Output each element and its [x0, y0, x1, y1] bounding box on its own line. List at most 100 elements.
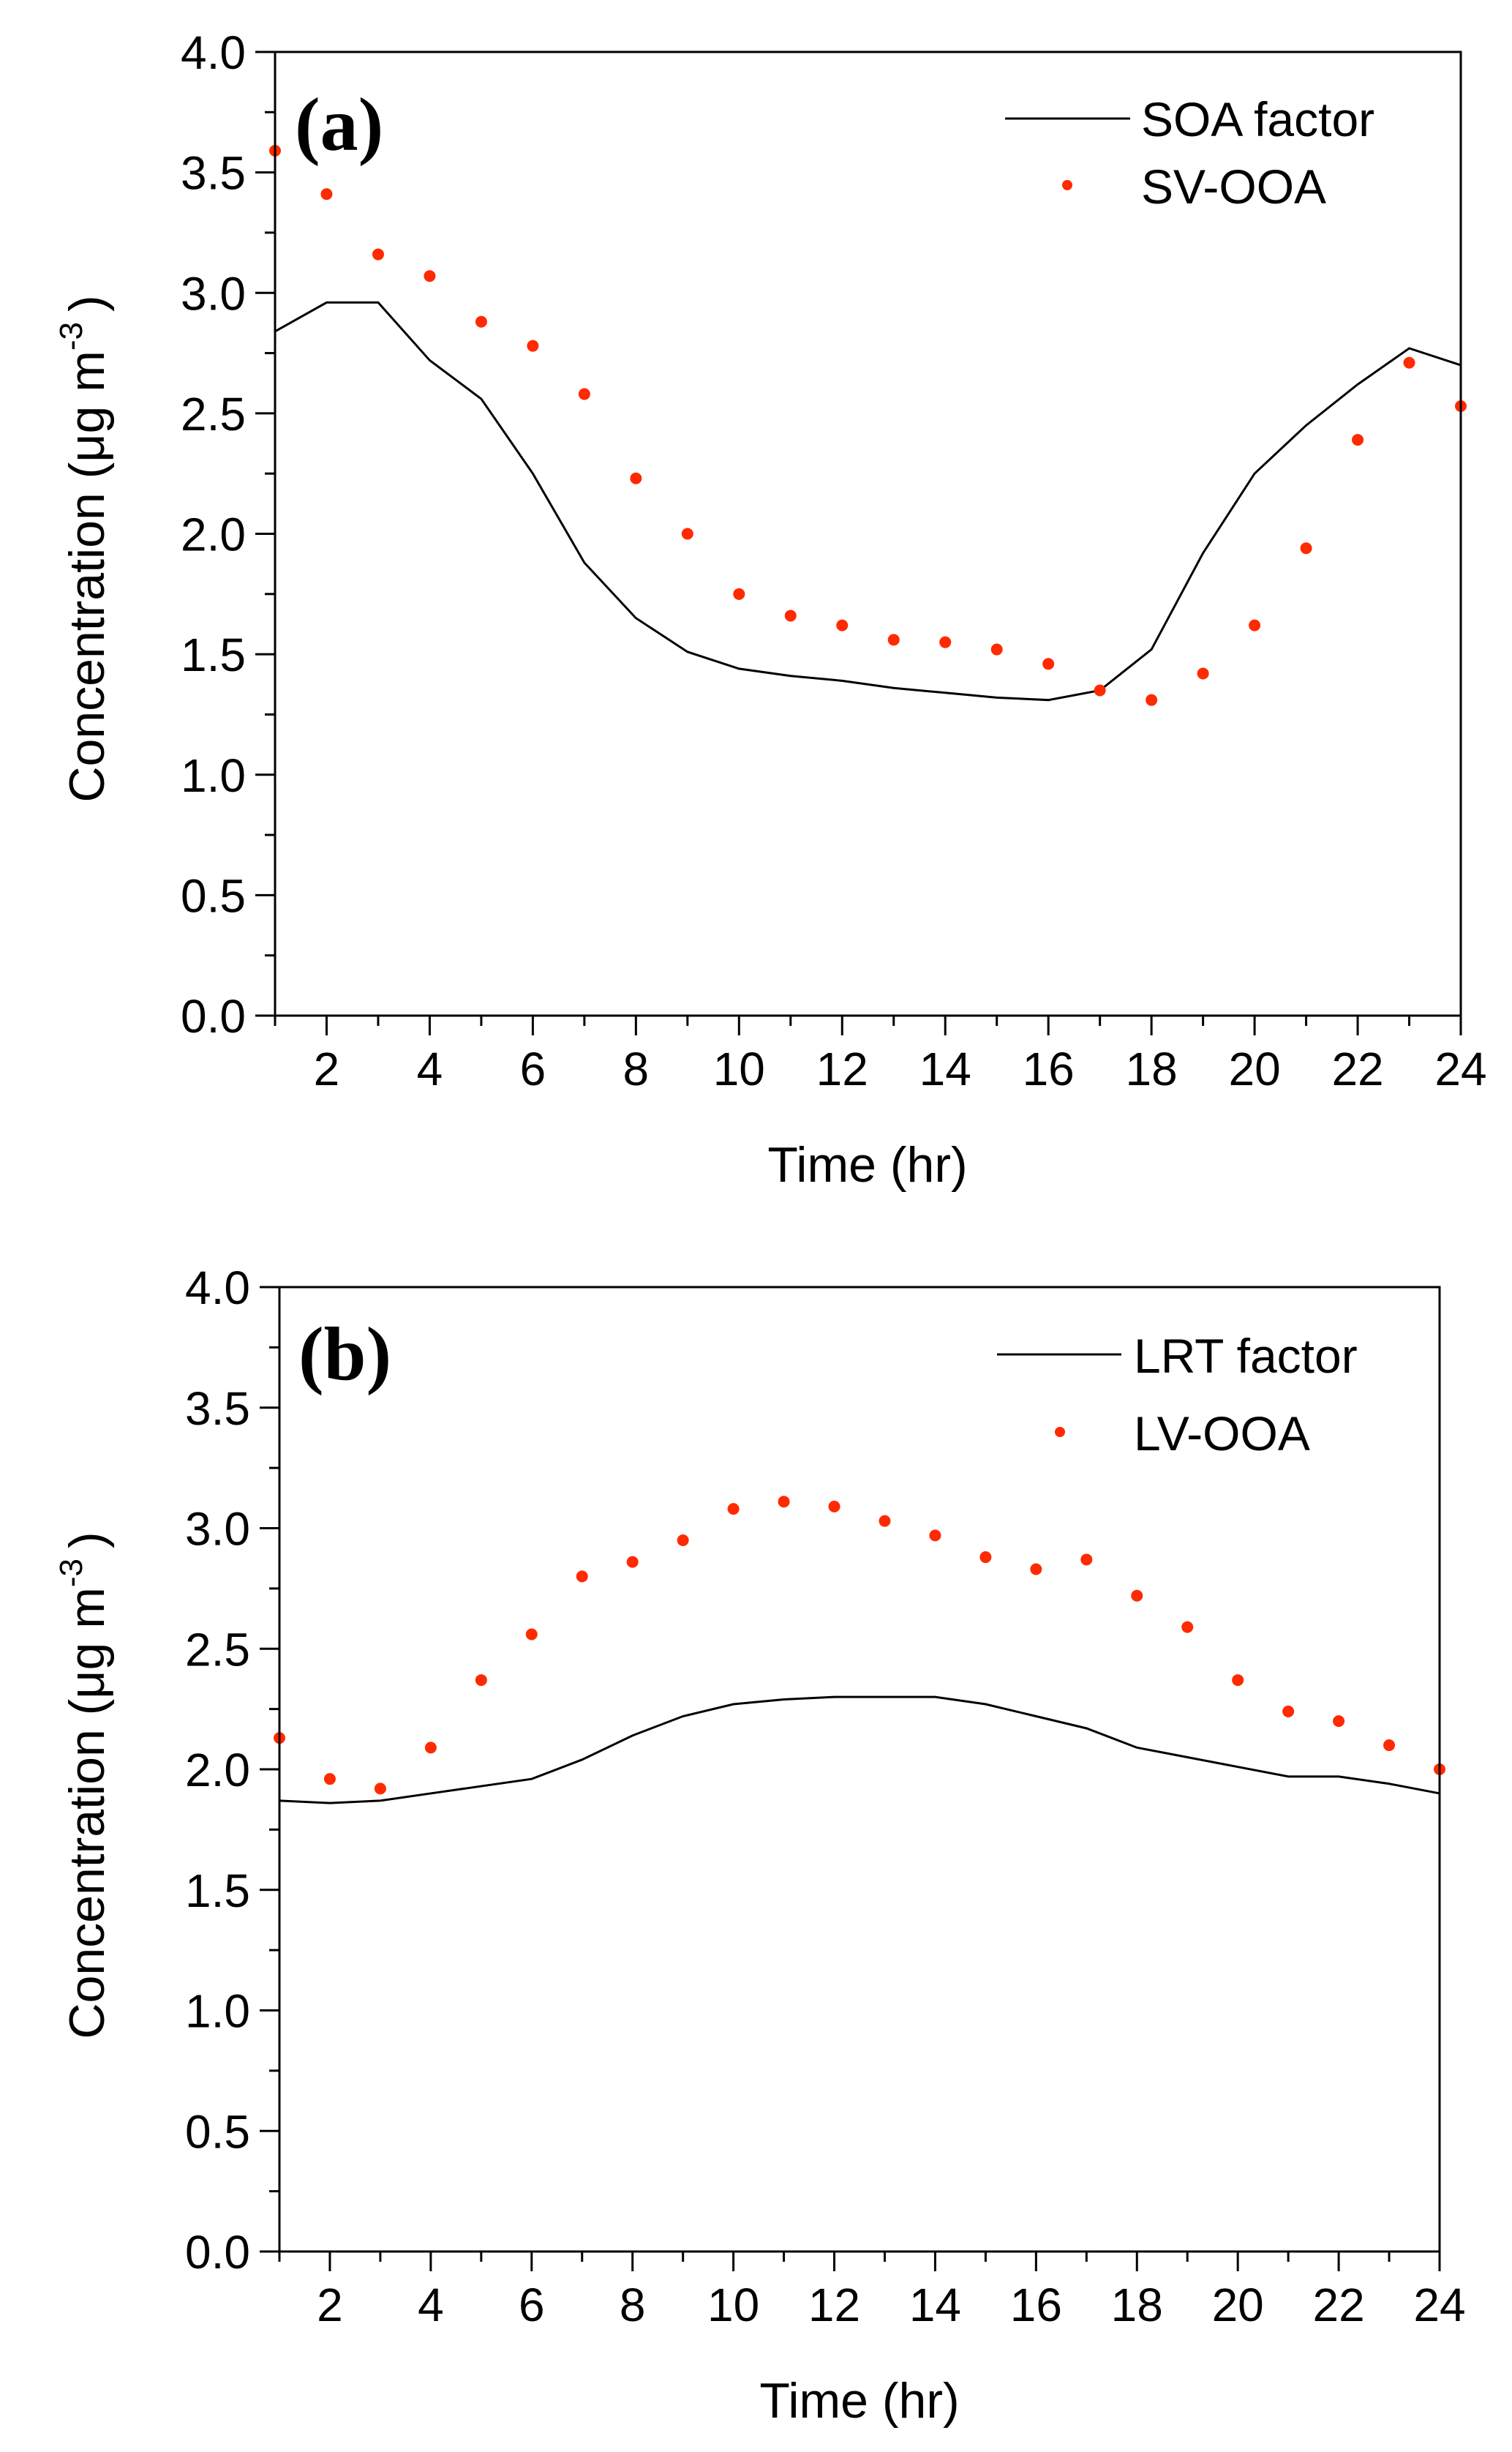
x-tick-label: 20	[1212, 2279, 1264, 2331]
data-point-lv-ooa	[1282, 1705, 1295, 1717]
panel-b: 2 4 6 8 10 12 14 16 18 20 22 240.00.51.01.52.02.53.…	[53, 1261, 1466, 2429]
y-tick-label: 2.5	[185, 1623, 250, 1676]
data-point-sv-ooa	[424, 270, 436, 282]
x-tick-label: 10	[713, 1043, 765, 1095]
data-point-sv-ooa	[1197, 667, 1209, 680]
y-tick-label: 3.5	[185, 1382, 250, 1435]
data-point-sv-ooa	[1249, 619, 1261, 631]
data-point-lv-ooa	[677, 1534, 689, 1546]
data-point-lv-ooa	[929, 1529, 941, 1542]
x-tick-label: 6	[519, 2279, 545, 2331]
x-tick-label: 22	[1312, 2279, 1364, 2331]
y-tick-label: 0.0	[185, 2226, 250, 2279]
panel-a-label: (a)	[295, 83, 383, 167]
legend-label-sv-ooa: SV-OOA	[1141, 160, 1326, 214]
data-point-sv-ooa	[990, 643, 1003, 656]
x-tick-label: 14	[919, 1043, 971, 1095]
y-tick-label: 2.0	[181, 509, 246, 561]
data-point-sv-ooa	[887, 634, 900, 646]
data-point-lv-ooa	[475, 1674, 487, 1687]
legend-label-lv-ooa: LV-OOA	[1134, 1406, 1310, 1461]
y-tick-label: 2.0	[185, 1744, 250, 1796]
data-point-sv-ooa	[372, 248, 384, 260]
data-point-lv-ooa	[525, 1628, 538, 1641]
y-axis-title-main: Concentration (μg m	[59, 1587, 115, 2039]
y-tick-label: 4.0	[185, 1261, 250, 1314]
data-point-lv-ooa	[879, 1515, 891, 1527]
data-point-lv-ooa	[1383, 1739, 1396, 1752]
x-tick-label: 4	[417, 1043, 443, 1095]
y-tick-label: 2.5	[181, 388, 246, 440]
y-tick-label: 1.0	[181, 749, 246, 802]
x-tick-label: 12	[816, 1043, 868, 1095]
x-tick-label: 22	[1331, 1043, 1383, 1095]
data-point-sv-ooa	[630, 472, 642, 484]
data-point-lv-ooa	[979, 1551, 992, 1564]
x-tick-label: 10	[707, 2279, 759, 2331]
panel-b-x-axis-title: Time (hr)	[759, 2373, 959, 2429]
x-tick-label: 20	[1228, 1043, 1280, 1095]
panel-b-y-axis-title: Concentration (μg m-3)	[53, 1531, 115, 2039]
x-tick-label: 24	[1434, 1043, 1486, 1095]
data-point-sv-ooa	[320, 188, 333, 200]
x-tick-label: 4	[418, 2279, 444, 2331]
panel-a-legend: SOA factor SV-OOA	[1005, 92, 1374, 214]
data-point-sv-ooa	[1146, 694, 1158, 706]
x-tick-label: 16	[1010, 2279, 1062, 2331]
data-point-sv-ooa	[784, 610, 797, 622]
data-point-lv-ooa	[424, 1741, 437, 1754]
legend-point-swatch	[1055, 1427, 1065, 1437]
y-tick-label: 3.5	[181, 147, 246, 200]
y-tick-label: 1.5	[185, 1864, 250, 1917]
data-point-sv-ooa	[527, 340, 539, 352]
x-tick-label: 16	[1023, 1043, 1075, 1095]
legend-label-soa-factor: SOA factor	[1141, 92, 1374, 146]
y-tick-label: 0.0	[181, 990, 246, 1043]
panel-a-y-axis-title: Concentration (μg m-3)	[53, 295, 115, 802]
y-tick-label: 3.0	[181, 267, 246, 320]
x-tick-label: 18	[1111, 2279, 1163, 2331]
data-point-lv-ooa	[828, 1500, 840, 1512]
y-tick-label: 0.5	[185, 2105, 250, 2158]
x-tick-label: 8	[620, 2279, 646, 2331]
x-tick-label: 8	[623, 1043, 650, 1095]
data-point-sv-ooa	[681, 528, 693, 540]
panel-b-marks	[274, 1496, 1445, 1804]
data-point-lv-ooa	[323, 1773, 336, 1785]
panel-b-ticks: 2 4 6 8 10 12 14 16 18 20 22 240.00.51.01.52.02.53.…	[185, 1261, 1466, 2331]
y-axis-title-sup: -3	[53, 1559, 89, 1587]
x-tick-label: 12	[808, 2279, 860, 2331]
y-tick-label: 3.0	[185, 1503, 250, 1556]
x-tick-label: 6	[520, 1043, 546, 1095]
panel-a-x-axis-title: Time (hr)	[767, 1137, 967, 1193]
data-point-sv-ooa	[578, 388, 590, 400]
data-point-sv-ooa	[1300, 542, 1312, 555]
y-tick-label: 1.5	[181, 629, 246, 681]
x-tick-label: 14	[909, 2279, 961, 2331]
y-tick-label: 0.5	[181, 869, 246, 922]
legend-point-swatch	[1062, 180, 1072, 190]
panel-a: 2 4 6 8 10 12 14 16 18 20 22 240.00.51.01.52.02.53.…	[53, 26, 1487, 1193]
y-tick-label: 4.0	[181, 26, 246, 79]
data-point-lv-ooa	[1181, 1621, 1194, 1633]
data-point-sv-ooa	[836, 619, 849, 631]
data-point-lv-ooa	[1232, 1674, 1244, 1687]
x-tick-label: 2	[317, 2279, 343, 2331]
data-point-lv-ooa	[374, 1782, 386, 1795]
data-point-sv-ooa	[475, 315, 487, 328]
legend-label-lrt-factor: LRT factor	[1134, 1329, 1358, 1383]
data-point-lv-ooa	[778, 1496, 790, 1508]
series-line-soa-factor	[274, 301, 1462, 702]
data-point-lv-ooa	[1131, 1589, 1143, 1602]
data-point-lv-ooa	[1030, 1563, 1042, 1575]
panel-b-label: (b)	[298, 1312, 391, 1396]
y-axis-title-close: )	[59, 295, 115, 312]
data-point-lv-ooa	[727, 1503, 740, 1515]
x-tick-label: 24	[1413, 2279, 1465, 2331]
panel-b-legend: LRT factor LV-OOA	[997, 1329, 1358, 1461]
data-point-sv-ooa	[939, 636, 952, 648]
data-point-lv-ooa	[576, 1570, 588, 1583]
data-point-sv-ooa	[1042, 658, 1055, 670]
data-point-sv-ooa	[1352, 434, 1364, 446]
